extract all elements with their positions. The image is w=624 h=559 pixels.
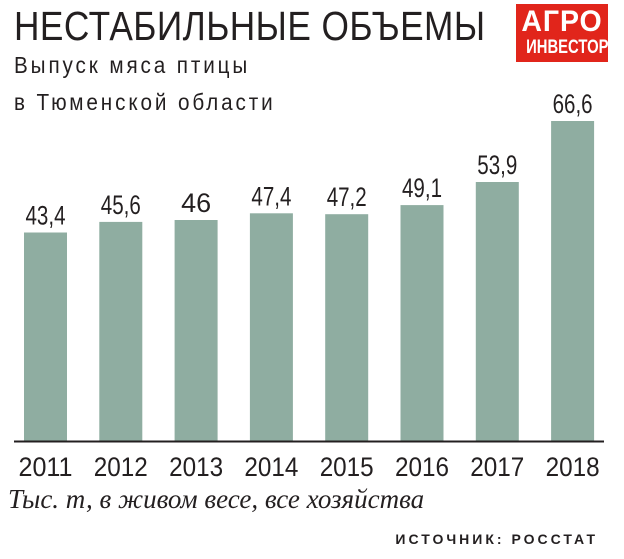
x-tick-labels-group: 2011 2012 2013 2014 2015 2016 2017 2018 [19,452,600,482]
x-tick-label-2015: 2015 [320,452,374,482]
bar-2015 [325,214,369,441]
value-label-2018: 66,6 [553,89,593,119]
x-tick-label-2013: 2013 [169,452,223,482]
x-tick-label-2014: 2014 [244,452,298,482]
bar-2013 [174,220,218,441]
x-tick-label-2018: 2018 [546,452,600,482]
bar-2017 [475,182,519,441]
value-label-2011: 43,4 [26,201,66,231]
logo-text-line-2: ИНВЕСТОР [526,37,609,58]
bar-2014 [249,213,293,441]
bar-2016 [400,205,444,441]
value-label-2017: 53,9 [477,150,517,180]
value-label-2013: 46 [181,188,211,218]
bar-2011 [24,232,67,441]
x-tick-label-2016: 2016 [395,452,449,482]
logo-text-line-1: АГРО [521,5,603,38]
x-tick-label-2011: 2011 [19,452,73,482]
bar-2012 [99,221,143,441]
agroinvestor-logo: АГРО ИНВЕСТОР [516,4,608,62]
value-labels-group: 43,4 45,6 46 47,4 47,2 49,1 53,9 66,6 [26,89,593,231]
source-note: ИСТОЧНИК: РОССТАТ [395,531,598,547]
units-note: Тыс. т, в живом весе, все хозяйства [8,484,425,514]
chart-subtitle-line-1: Выпуск мяса птицы [14,52,251,78]
x-tick-label-2012: 2012 [94,452,148,482]
value-label-2012: 45,6 [101,190,141,220]
bars-group [24,121,595,441]
value-label-2014: 47,4 [251,181,291,211]
chart-subtitle-line-2: в Тюменской области [14,89,276,115]
value-label-2015: 47,2 [327,182,367,212]
x-tick-label-2017: 2017 [470,452,524,482]
chart-title: НЕСТАБИЛЬНЫЕ ОБЪЕМЫ [14,3,486,49]
bar-2018 [551,121,595,441]
value-label-2016: 49,1 [402,173,442,203]
